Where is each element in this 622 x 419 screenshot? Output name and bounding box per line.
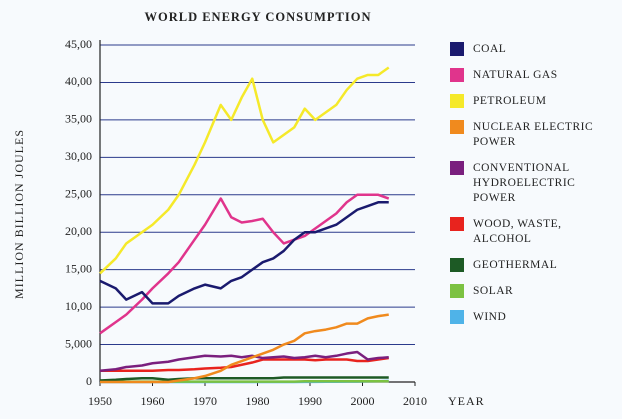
x-tick-label: 1960 [141,394,165,408]
legend-swatch [450,94,464,108]
legend-item: NUCLEAR ELECTRIC POWER [450,120,618,150]
legend-label: WOOD, WASTE, ALCOHOL [473,218,562,245]
x-tick-label: 1980 [246,394,270,408]
legend-swatch [450,217,464,231]
y-tick-label: 45,00 [65,37,92,51]
y-tick-label: 0 [86,374,92,388]
legend-item: CONVENTIONAL HYDROELECTRIC POWER [450,161,618,206]
legend-label: SOLAR [473,285,514,297]
chart-title: WORLD ENERGY CONSUMPTION [144,10,371,24]
legend-label: GEOTHERMAL [473,259,558,271]
x-tick-label: 2010 [403,394,427,408]
legend-item: SOLAR [450,284,618,299]
y-tick-label: 35,00 [65,112,92,126]
legend-label: PETROLEUM [473,95,547,107]
series-line [99,193,390,335]
series-line [99,66,390,275]
x-tick-label: 1950 [88,394,112,408]
legend-swatch [450,68,464,82]
legend-label: CONVENTIONAL HYDROELECTRIC POWER [473,162,576,204]
legend-label: COAL [473,43,507,55]
series-line [99,201,389,305]
x-axis-label: YEAR [448,394,485,408]
legend: COAL NATURAL GAS PETROLEUM NUCLEAR ELECTRIC… [450,42,618,325]
y-tick-label: 25,00 [65,187,92,201]
legend-label: WIND [473,311,507,323]
legend-item: NATURAL GAS [450,68,618,83]
x-tick-label: 1970 [193,394,217,408]
series-line [99,376,389,382]
legend-item: GEOTHERMAL [450,258,618,273]
legend-item: WIND [450,310,618,325]
x-tick-label: 1990 [298,394,322,408]
y-tick-label: 15,00 [65,261,92,275]
series-line [100,313,389,384]
legend-swatch [450,258,464,272]
y-tick-label: 40,00 [65,74,92,88]
series-line [99,350,389,373]
series-line [100,356,389,373]
legend-item: WOOD, WASTE, ALCOHOL [450,217,618,247]
y-axis-label: MILLION BILLION JOULES [12,129,26,299]
legend-label: NATURAL GAS [473,69,558,81]
legend-swatch [450,42,464,56]
legend-swatch [450,310,464,324]
y-tick-label: 20,00 [65,224,92,238]
legend-swatch [450,120,464,134]
legend-item: PETROLEUM [450,94,618,109]
legend-label: NUCLEAR ELECTRIC POWER [473,121,594,148]
legend-swatch [450,161,464,175]
x-tick-label: 2000 [351,394,375,408]
y-tick-label: 10,00 [65,299,92,313]
legend-swatch [450,284,464,298]
legend-item: COAL [450,42,618,57]
y-tick-label: 30,00 [65,149,92,163]
y-tick-label: 5,000 [65,336,92,350]
